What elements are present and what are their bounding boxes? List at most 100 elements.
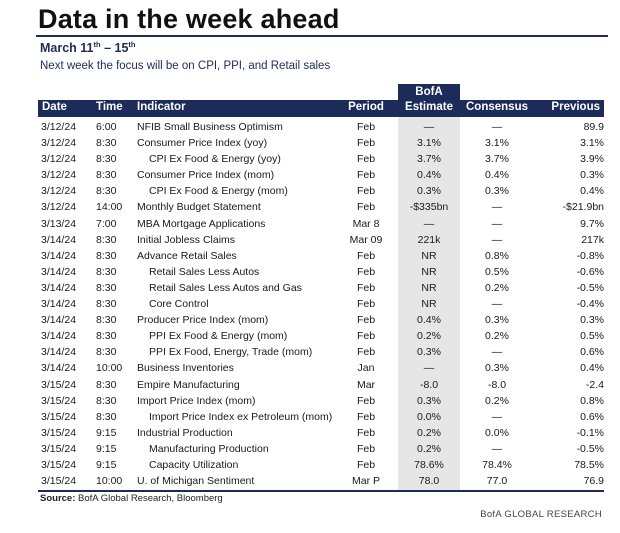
cell-bofa-estimate: NR: [421, 281, 437, 294]
estimate-column-shade: [398, 84, 460, 491]
cell-consensus: —: [491, 298, 503, 311]
table-row: 3/12/24 8:30 CPI Ex Food & Energy (mom) Feb…: [0, 183, 620, 199]
cell-time: 9:15: [96, 458, 117, 471]
cell-bofa-estimate: NR: [421, 265, 437, 278]
cell-bofa-estimate: 0.3%: [417, 394, 441, 407]
cell-indicator: Consumer Price Index (mom): [137, 169, 275, 182]
cell-date: 3/14/24: [41, 330, 77, 343]
cell-consensus: 0.2%: [485, 394, 509, 407]
cell-previous: 217k: [581, 233, 604, 246]
cell-previous: 0.3%: [580, 314, 604, 327]
table-row: 3/12/24 8:30 Consumer Price Index (yoy) Feb…: [0, 135, 620, 151]
cell-previous: -0.8%: [576, 249, 604, 262]
cell-indicator: Initial Jobless Claims: [137, 233, 236, 246]
cell-indicator: Empire Manufacturing: [137, 378, 240, 391]
cell-previous: -2.4: [585, 378, 604, 391]
header-previous: Previous: [551, 101, 600, 113]
cell-consensus: —: [491, 346, 503, 359]
cell-bofa-estimate: NR: [421, 298, 437, 311]
cell-consensus: 0.2%: [485, 281, 509, 294]
cell-date: 3/14/24: [41, 346, 77, 359]
date-range: March 11th – 15th: [40, 40, 136, 56]
cell-bofa-estimate: 0.2%: [417, 426, 441, 439]
cell-previous: 0.6%: [580, 346, 604, 359]
table-header: Date Time Indicator Period Estimate Cons…: [38, 100, 604, 117]
cell-time: 10:00: [96, 475, 123, 488]
data-table-body: 3/12/24 6:00 NFIB Small Business Optimism F…: [0, 119, 620, 489]
cell-bofa-estimate: 0.3%: [417, 346, 441, 359]
cell-indicator: Advance Retail Sales: [137, 249, 237, 262]
cell-period: Feb: [356, 426, 376, 439]
cell-time: 8:30: [96, 394, 117, 407]
table-row: 3/14/24 8:30 Producer Price Index (mom) Feb…: [0, 312, 620, 328]
cell-time: 8:30: [96, 249, 117, 262]
table-row: 3/15/24 10:00 U. of Michigan Sentiment Mar …: [0, 473, 620, 489]
cell-date: 3/15/24: [41, 442, 77, 455]
cell-period: Mar 8: [352, 217, 380, 230]
cell-date: 3/15/24: [41, 458, 77, 471]
cell-consensus: 78.4%: [482, 458, 512, 471]
header-date: Date: [42, 101, 67, 113]
cell-period: Feb: [356, 314, 376, 327]
cell-date: 3/15/24: [41, 475, 77, 488]
cell-bofa-estimate: 0.2%: [417, 442, 441, 455]
title-divider: [36, 35, 608, 37]
cell-date: 3/12/24: [41, 121, 77, 133]
cell-previous: -0.5%: [576, 442, 604, 455]
table-row: 3/15/24 9:15 Capacity Utilization Feb 78.6% 7…: [0, 457, 620, 473]
table-bottom-divider: [38, 490, 604, 492]
cell-bofa-estimate: -8.0: [419, 378, 439, 391]
cell-indicator: Retail Sales Less Autos and Gas: [149, 281, 302, 294]
cell-previous: 0.5%: [580, 330, 604, 343]
cell-time: 8:30: [96, 153, 117, 166]
cell-bofa-estimate: —: [423, 121, 435, 133]
cell-date: 3/15/24: [41, 378, 77, 391]
cell-indicator: Manufacturing Production: [149, 442, 269, 455]
cell-period: Feb: [356, 121, 376, 133]
cell-time: 10:00: [96, 362, 123, 375]
cell-bofa-estimate: NR: [421, 249, 437, 262]
cell-indicator: CPI Ex Food & Energy (mom): [149, 185, 288, 198]
credit-text: BofA GLOBAL RESEARCH: [480, 509, 602, 520]
cell-consensus: 77.0: [486, 475, 508, 488]
cell-time: 8:30: [96, 233, 117, 246]
cell-indicator: NFIB Small Business Optimism: [137, 121, 283, 133]
cell-date: 3/13/24: [41, 217, 77, 230]
cell-previous: 3.9%: [580, 153, 604, 166]
cell-bofa-estimate: 221k: [417, 233, 441, 246]
cell-indicator: PPI Ex Food & Energy (mom): [149, 330, 288, 343]
cell-period: Feb: [356, 346, 376, 359]
cell-previous: -0.6%: [576, 265, 604, 278]
header-period: Period: [348, 101, 384, 113]
cell-period: Feb: [356, 458, 376, 471]
cell-indicator: Monthly Budget Statement: [137, 201, 261, 214]
cell-date: 3/14/24: [41, 249, 77, 262]
table-row: 3/13/24 7:00 MBA Mortgage Applications Mar …: [0, 216, 620, 232]
cell-previous: -0.1%: [576, 426, 604, 439]
table-row: 3/12/24 8:30 Consumer Price Index (mom) Feb…: [0, 167, 620, 183]
cell-period: Feb: [356, 281, 376, 294]
table-row: 3/15/24 9:15 Industrial Production Feb 0.2% 0…: [0, 425, 620, 441]
table-row: 3/12/24 14:00 Monthly Budget Statement Feb -…: [0, 199, 620, 215]
table-row: 3/14/24 8:30 PPI Ex Food, Energy, Trade (m…: [0, 344, 620, 360]
cell-time: 8:30: [96, 330, 117, 343]
table-row: 3/12/24 8:30 CPI Ex Food & Energy (yoy) Feb…: [0, 151, 620, 167]
cell-indicator: Industrial Production: [137, 426, 233, 439]
cell-bofa-estimate: 0.4%: [417, 314, 441, 327]
cell-date: 3/15/24: [41, 394, 77, 407]
cell-indicator: Business Inventories: [137, 362, 234, 375]
cell-consensus: 0.0%: [485, 426, 509, 439]
cell-consensus: —: [491, 201, 503, 214]
cell-time: 8:30: [96, 378, 117, 391]
table-row: 3/14/24 10:00 Business Inventories Jan — 0.3%…: [0, 360, 620, 376]
table-row: 3/14/24 8:30 Advance Retail Sales Feb NR 0.8%…: [0, 248, 620, 264]
table-row: 3/14/24 8:30 PPI Ex Food & Energy (mom) Feb…: [0, 328, 620, 344]
cell-period: Feb: [356, 249, 376, 262]
cell-time: 7:00: [96, 217, 117, 230]
cell-bofa-estimate: 78.6%: [414, 458, 444, 471]
cell-previous: 9.7%: [580, 217, 604, 230]
cell-consensus: -8.0: [487, 378, 507, 391]
cell-previous: -$21.9bn: [562, 201, 604, 214]
cell-consensus: —: [491, 121, 503, 133]
cell-previous: -0.4%: [576, 298, 604, 311]
